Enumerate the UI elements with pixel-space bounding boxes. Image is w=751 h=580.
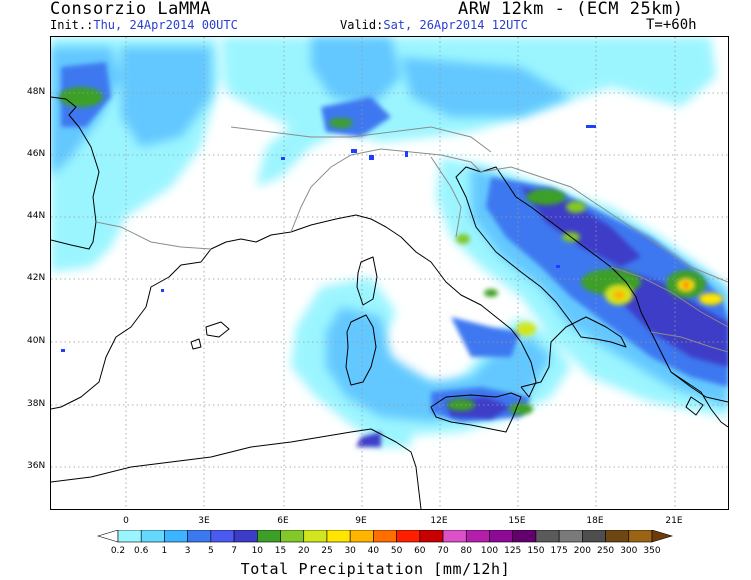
colorbar-level-label: 80 [460, 546, 472, 556]
lead-time: T=+60h [646, 17, 697, 33]
init-label: Init.: [50, 18, 94, 32]
colorbar-level-label: 30 [344, 546, 356, 556]
colorbar-level-label: 300 [620, 546, 638, 556]
colorbar-arrow-left [96, 530, 119, 543]
colorbar-level-label: 20 [298, 546, 310, 556]
precip-cores [59, 87, 723, 415]
colorbar-swatch [187, 530, 212, 543]
colorbar-level-label: 150 [527, 546, 545, 556]
colorbar-swatch [628, 530, 653, 543]
lon-label: 21E [665, 516, 683, 526]
colorbar-level-label: 10 [251, 546, 264, 556]
colorbar-swatch [489, 530, 513, 543]
colorbar-swatch [326, 530, 351, 543]
title-left: Consorzio LaMMA [50, 0, 212, 19]
colorbar-swatch [512, 530, 537, 543]
colorbar-swatch [140, 530, 165, 543]
colorbar-swatch [396, 530, 421, 543]
lon-label: 9E [355, 516, 367, 526]
colorbar-swatch [303, 530, 328, 543]
colorbar-swatch [349, 530, 374, 543]
colorbar-level-label: 3 [184, 546, 191, 556]
lon-label: 15E [508, 516, 526, 526]
colorbar-level-label: 15 [274, 546, 287, 556]
lat-label: 40N [27, 336, 46, 346]
colorbar-level-label: 5 [207, 546, 214, 556]
borders [95, 126, 728, 353]
colorbar-level-label: 100 [480, 546, 499, 556]
lon-label: 3E [198, 516, 210, 526]
colorbar-level-label: 25 [321, 546, 333, 556]
colorbar-level-label: 125 [504, 546, 522, 556]
colorbar-swatch [419, 530, 444, 543]
graticule [51, 37, 728, 509]
colorbar-level-label: 1 [161, 546, 168, 556]
colorbar-level-label: 250 [596, 546, 615, 556]
colorbar-level-label: 200 [573, 546, 591, 556]
coastlines [51, 96, 728, 509]
lon-label: 18E [586, 516, 604, 526]
colorbar-swatch [582, 530, 606, 543]
colorbar-level-label: 175 [550, 546, 568, 556]
colorbar-swatch [164, 530, 188, 543]
lat-label: 44N [27, 211, 46, 221]
colorbar-swatch [535, 530, 560, 543]
colorbar-level-label: 350 [643, 546, 661, 556]
valid-value: Sat, 26Apr2014 12UTC [383, 18, 528, 32]
colorbar-level-label: 0.6 [134, 546, 149, 556]
colorbar-level-label: 40 [367, 546, 380, 556]
lat-label: 42N [27, 273, 46, 283]
colorbar-swatch [233, 530, 258, 543]
colorbar-level-label: 60 [414, 546, 426, 556]
lat-label: 48N [27, 87, 46, 97]
colorbar-level-label: 50 [390, 546, 403, 556]
lakes [61, 125, 596, 352]
lat-label: 46N [27, 149, 46, 159]
colorbar-title: Total Precipitation [mm/12h] [240, 560, 511, 578]
colorbar-level-label: 7 [231, 546, 237, 556]
colorbar-swatch [257, 530, 281, 543]
lat-label: 36N [27, 461, 46, 471]
lat-label: 38N [27, 399, 46, 409]
colorbar-swatch [373, 530, 397, 543]
valid-label: Valid: [340, 18, 384, 32]
colorbar-swatch [280, 530, 305, 543]
lon-label: 6E [277, 516, 289, 526]
colorbar-swatch [210, 530, 235, 543]
lon-label: 12E [430, 516, 448, 526]
colorbar-swatch [558, 530, 583, 543]
valid-row: Valid:Sat, 26Apr2014 12UTC [340, 18, 528, 32]
map-canvas [51, 37, 728, 509]
colorbar [96, 530, 674, 543]
colorbar-level-label: 70 [437, 546, 449, 556]
colorbar-swatch [442, 530, 467, 543]
precip-very-heavy [356, 187, 728, 447]
colorbar-arrow-right [651, 530, 674, 543]
lon-label: 0 [123, 516, 129, 526]
title-right: ARW 12km - (ECM 25km) [458, 0, 684, 19]
colorbar-level-label: 0.2 [110, 546, 126, 556]
colorbar-swatch [605, 530, 630, 543]
colorbar-swatch [465, 530, 490, 543]
colorbar-swatch [117, 530, 142, 543]
init-row: Init.:Thu, 24Apr2014 00UTC [50, 18, 238, 32]
precipitation-map [50, 36, 729, 510]
init-value: Thu, 24Apr2014 00UTC [93, 18, 238, 32]
